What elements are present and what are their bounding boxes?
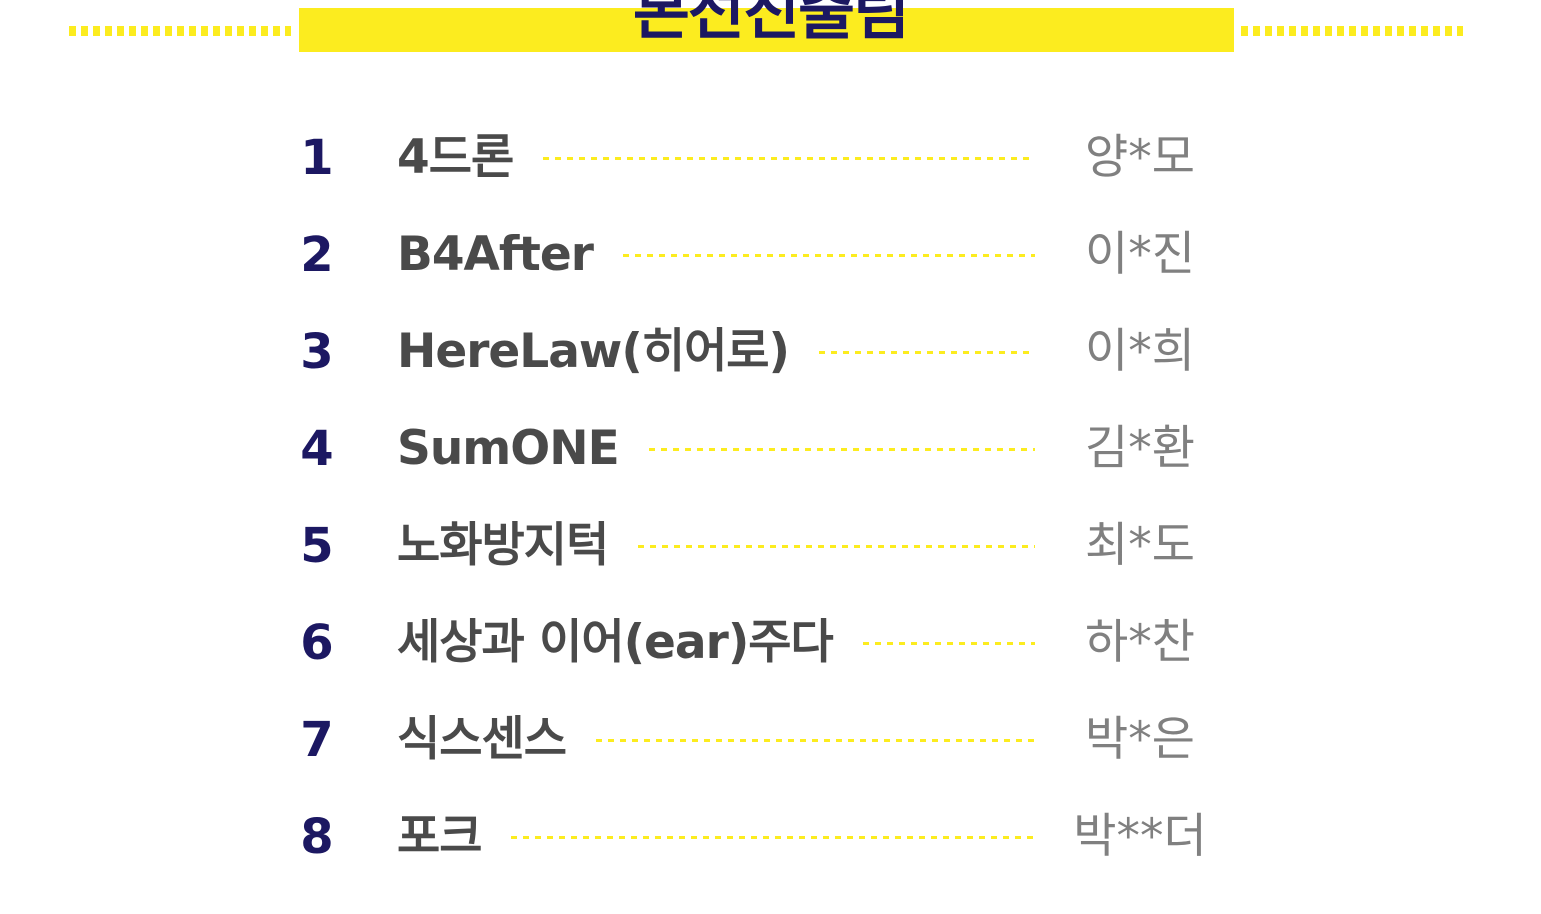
team-rank: 1 — [300, 130, 334, 186]
team-rank: 5 — [300, 518, 334, 574]
title-highlight-band — [299, 8, 1234, 52]
team-row: 6 세상과 이어(ear)주다 하*찬 — [0, 595, 1541, 691]
dotted-leader — [862, 641, 1035, 645]
team-name: 식스센스 — [397, 712, 567, 767]
team-name-line: SumONE — [397, 419, 1035, 479]
team-row: 3 HereLaw(히어로) 이*희 — [0, 304, 1541, 400]
team-name: 세상과 이어(ear)주다 — [397, 615, 834, 670]
team-name-line: 식스센스 — [397, 710, 1035, 770]
dotted-leader — [543, 156, 1035, 160]
team-member: 양*모 — [1085, 130, 1195, 185]
team-rank: 3 — [300, 324, 334, 380]
team-name-line: 4드론 — [397, 128, 1035, 188]
team-member: 박*은 — [1085, 712, 1195, 767]
team-name: SumONE — [397, 421, 620, 476]
team-name: 포크 — [397, 809, 482, 864]
team-rank: 4 — [300, 421, 334, 477]
team-row: 1 4드론 양*모 — [0, 110, 1541, 206]
team-member: 하*찬 — [1085, 615, 1195, 670]
team-name-line: 노화방지턱 — [397, 516, 1035, 576]
team-member: 이*진 — [1085, 227, 1195, 282]
team-name-line: HereLaw(히어로) — [397, 322, 1035, 382]
team-member: 박**더 — [1073, 809, 1207, 864]
dotted-leader — [622, 253, 1035, 257]
page-title: 본선진출팀 — [632, 0, 910, 48]
team-row: 8 포크 박**더 — [0, 789, 1541, 885]
team-rank: 6 — [300, 615, 334, 671]
dotted-leader — [595, 738, 1035, 742]
team-name: 노화방지턱 — [397, 518, 609, 573]
team-row: 4 SumONE 김*환 — [0, 401, 1541, 497]
team-member: 이*희 — [1085, 324, 1195, 379]
team-row: 7 식스센스 박*은 — [0, 692, 1541, 788]
team-row: 5 노화방지턱 최*도 — [0, 498, 1541, 594]
dotted-leader — [638, 544, 1035, 548]
team-name: 4드론 — [397, 130, 514, 185]
team-member: 최*도 — [1085, 518, 1195, 573]
team-rank: 8 — [300, 809, 334, 865]
title-left-dashes — [69, 26, 291, 36]
title-right-dashes — [1241, 26, 1463, 36]
team-name-line: B4After — [397, 225, 1035, 285]
dotted-leader — [511, 835, 1035, 839]
team-rank: 7 — [300, 712, 334, 768]
team-member: 김*환 — [1085, 421, 1195, 476]
team-name: HereLaw(히어로) — [397, 324, 790, 379]
dotted-leader — [819, 350, 1035, 354]
team-row: 2 B4After 이*진 — [0, 207, 1541, 303]
team-name: B4After — [397, 227, 594, 282]
team-name-line: 포크 — [397, 807, 1035, 867]
team-rank: 2 — [300, 227, 334, 283]
team-name-line: 세상과 이어(ear)주다 — [397, 613, 1035, 673]
dotted-leader — [648, 447, 1035, 451]
